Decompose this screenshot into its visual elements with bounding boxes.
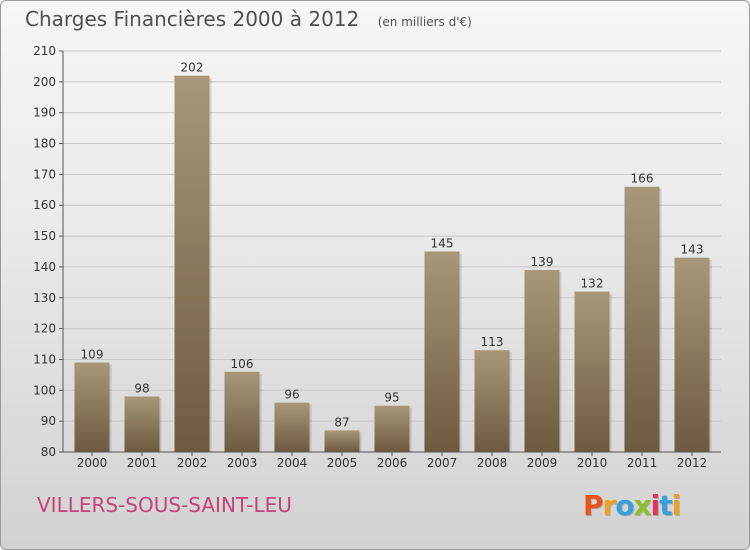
value-label-2005: 87	[334, 415, 349, 429]
bar-2005	[324, 430, 360, 452]
y-tick-label: 130	[33, 291, 56, 305]
value-label-2002: 202	[181, 61, 204, 75]
bar-2008	[474, 350, 510, 452]
bar-shadow	[409, 407, 412, 452]
value-label-2004: 96	[284, 388, 299, 402]
bar-shadow	[609, 293, 612, 452]
commune-name: VILLERS-SOUS-SAINT-LEU	[37, 493, 292, 517]
logo-letter: r	[602, 489, 617, 522]
y-tick-label: 90	[41, 414, 56, 428]
bar-shadow	[259, 373, 262, 452]
x-tick-label-2011: 2011	[627, 456, 658, 470]
bars	[74, 75, 712, 452]
x-tick-label-2009: 2009	[527, 456, 558, 470]
value-label-2010: 132	[581, 277, 604, 291]
logo-letter: P	[583, 489, 604, 522]
bar-2009	[524, 270, 560, 452]
value-label-2011: 166	[631, 172, 654, 186]
logo-letter: i	[671, 489, 682, 522]
logo-letter: t	[659, 489, 672, 522]
bar-shadow	[109, 364, 112, 452]
x-tick-label-2005: 2005	[327, 456, 358, 470]
value-label-2001: 98	[134, 381, 149, 395]
value-label-2007: 145	[431, 237, 454, 251]
bar-2010	[574, 291, 610, 452]
logo-letter: x	[633, 489, 652, 522]
bar-2000	[74, 362, 110, 452]
chart-unit: (en milliers d'€)	[377, 15, 472, 29]
bar-2007	[424, 251, 460, 452]
y-tick-label: 190	[33, 106, 56, 120]
bar-2006	[374, 405, 410, 452]
x-tick-label-2006: 2006	[377, 456, 408, 470]
value-label-2009: 139	[531, 255, 554, 269]
value-label-2008: 113	[481, 335, 504, 349]
bar-shadow	[359, 432, 362, 452]
x-tick-label-2001: 2001	[127, 456, 158, 470]
y-tick-label: 160	[33, 198, 56, 212]
labels: 8090100110120130140150160170180190200210…	[33, 44, 707, 470]
x-tick-label-2010: 2010	[577, 456, 608, 470]
bar-shadow	[709, 259, 712, 452]
chart-header: Charges Financières 2000 à 2012 (en mill…	[25, 7, 472, 31]
x-tick-label-2008: 2008	[477, 456, 508, 470]
bar-shadow	[459, 253, 462, 452]
proxiti-logo: Proxiti	[583, 489, 682, 522]
x-tick-label-2007: 2007	[427, 456, 458, 470]
bar-shadow	[509, 352, 512, 452]
x-tick-label-2012: 2012	[677, 456, 708, 470]
bar-2001	[124, 396, 160, 452]
bar-shadow	[659, 188, 662, 452]
chart-title: Charges Financières 2000 à 2012	[25, 7, 360, 31]
logo-letter: o	[615, 489, 634, 522]
y-tick-label: 210	[33, 44, 56, 58]
y-tick-label: 140	[33, 260, 56, 274]
y-tick-label: 110	[33, 352, 56, 366]
value-label-2012: 143	[681, 243, 704, 257]
y-tick-label: 120	[33, 322, 56, 336]
bar-2003	[224, 371, 260, 452]
y-tick-label: 170	[33, 167, 56, 181]
bar-shadow	[159, 398, 162, 452]
axes	[59, 50, 721, 456]
value-label-2006: 95	[384, 391, 399, 405]
bar-2012	[674, 257, 710, 452]
y-tick-label: 150	[33, 229, 56, 243]
bar-2002	[174, 75, 210, 452]
bar-shadow	[209, 77, 212, 452]
x-tick-label-2002: 2002	[177, 456, 208, 470]
bar-shadow	[559, 272, 562, 452]
y-tick-label: 80	[41, 445, 56, 459]
bar-2011	[624, 186, 660, 452]
bar-shadow	[309, 404, 312, 452]
y-tick-label: 100	[33, 383, 56, 397]
x-tick-label-2004: 2004	[277, 456, 308, 470]
logo-letter: i	[650, 489, 661, 522]
value-label-2003: 106	[231, 357, 254, 371]
y-tick-label: 200	[33, 75, 56, 89]
x-tick-label-2003: 2003	[227, 456, 258, 470]
value-label-2000: 109	[81, 348, 104, 362]
x-tick-label-2000: 2000	[77, 456, 108, 470]
y-tick-label: 180	[33, 137, 56, 151]
bar-2004	[274, 402, 310, 452]
